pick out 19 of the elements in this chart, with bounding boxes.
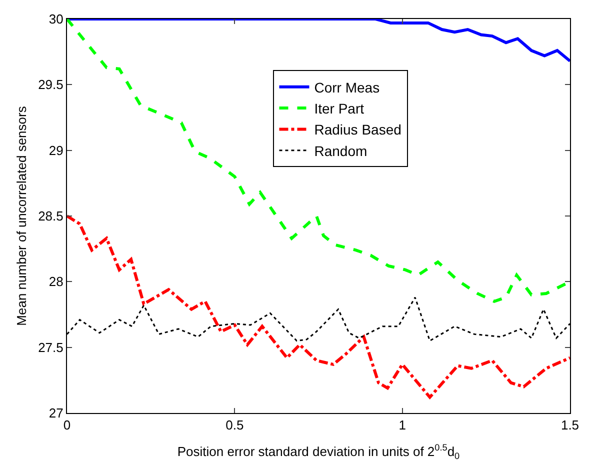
- y-tick-label: 27: [48, 406, 64, 421]
- x-tick-label: 1.5: [560, 418, 580, 433]
- y-tick-label: 28: [48, 274, 64, 290]
- x-tick-label: 0.5: [226, 418, 244, 433]
- y-tick-label: 28.5: [38, 208, 64, 224]
- x-axis-title: Position error standard deviation in units of 2$^{0.5}$d$_{0}$: [177, 442, 460, 461]
- legend-label: Corr Meas: [314, 79, 380, 96]
- legend-label: Iter Part: [314, 100, 364, 116]
- y-axis-title: Mean number of uncorrelated sensors: [14, 106, 30, 326]
- x-tick-label: 0: [63, 418, 71, 433]
- y-tick-label: 27.5: [38, 340, 64, 355]
- y-tick-label: 29: [48, 142, 64, 158]
- legend-label: Random: [314, 142, 368, 159]
- x-tick-label: 1: [398, 418, 406, 433]
- line-series: [67, 19, 570, 63]
- legend-label: Radius Based: [314, 122, 402, 138]
- y-tick-label: 30: [48, 12, 64, 27]
- y-tick-label: 29.5: [38, 77, 64, 92]
- line-series: [67, 214, 570, 399]
